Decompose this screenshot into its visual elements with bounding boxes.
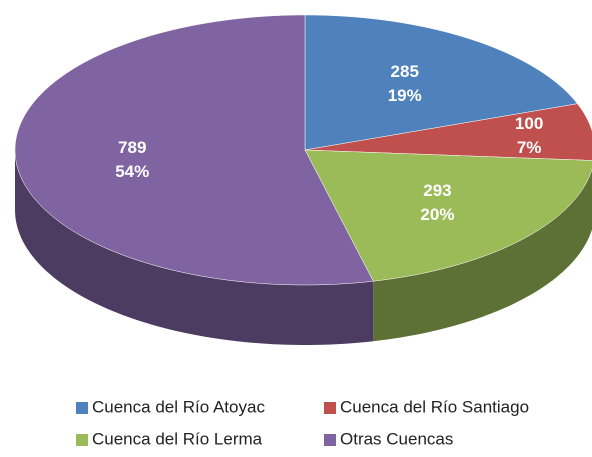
slice bbox=[304, 103, 592, 161]
slice bbox=[304, 149, 592, 282]
value-label: 789 bbox=[118, 138, 146, 157]
slice-side bbox=[15, 150, 374, 345]
legend-label: Cuenca del Río Santiago bbox=[340, 397, 529, 416]
slice bbox=[14, 14, 374, 286]
legend-label: Otras Cuencas bbox=[340, 429, 453, 448]
percent-label: 7% bbox=[517, 138, 542, 157]
slice bbox=[304, 14, 578, 151]
percent-label: 54% bbox=[115, 162, 149, 181]
legend-swatch bbox=[76, 402, 88, 414]
legend-label: Cuenca del Río Atoyac bbox=[92, 397, 265, 416]
value-label: 285 bbox=[391, 62, 419, 81]
percent-label: 20% bbox=[420, 205, 454, 224]
legend-label: Cuenca del Río Lerma bbox=[92, 429, 263, 448]
percent-label: 19% bbox=[388, 86, 422, 105]
legend-swatch bbox=[324, 402, 336, 414]
legend-swatch bbox=[324, 434, 336, 446]
value-label: 100 bbox=[515, 114, 543, 133]
value-label: 293 bbox=[423, 181, 451, 200]
legend-swatch bbox=[76, 434, 88, 446]
slice-side bbox=[373, 169, 592, 342]
